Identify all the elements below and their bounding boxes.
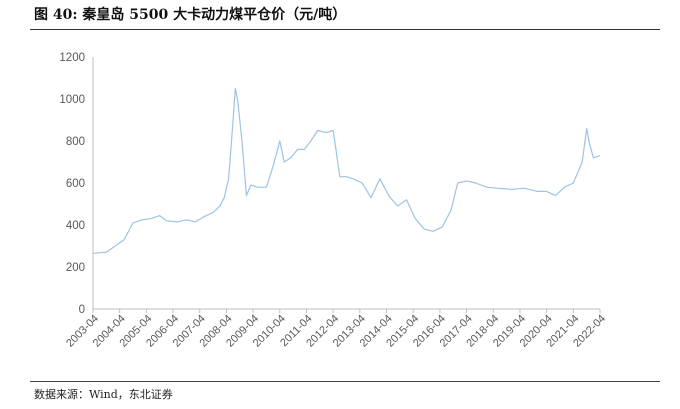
y-tick-label: 400 (66, 220, 85, 232)
y-tick-label: 0 (79, 304, 85, 316)
line-chart: 0 200 400 600 800 1000 1200 2003-042004-042005… (59, 52, 608, 350)
bottom-rule (30, 381, 660, 382)
figure-title: 图 40: 秦皇岛 5500 大卡动力煤平仓价（元/吨） (34, 7, 347, 23)
y-axis: 0 200 400 600 800 1000 1200 (59, 52, 94, 316)
y-tick-label: 800 (66, 136, 85, 148)
y-tick-label: 200 (66, 262, 85, 274)
series-group (92, 87, 601, 254)
y-tick-label: 600 (66, 178, 85, 190)
y-tick-label: 1000 (59, 94, 85, 106)
series-line (92, 87, 601, 254)
top-rule (30, 29, 660, 30)
y-tick-label: 1200 (59, 52, 85, 64)
x-axis: 2003-042004-042005-042006-042007-042008-… (64, 308, 608, 350)
source-note: 数据来源：Wind，东北证券 (34, 388, 173, 401)
